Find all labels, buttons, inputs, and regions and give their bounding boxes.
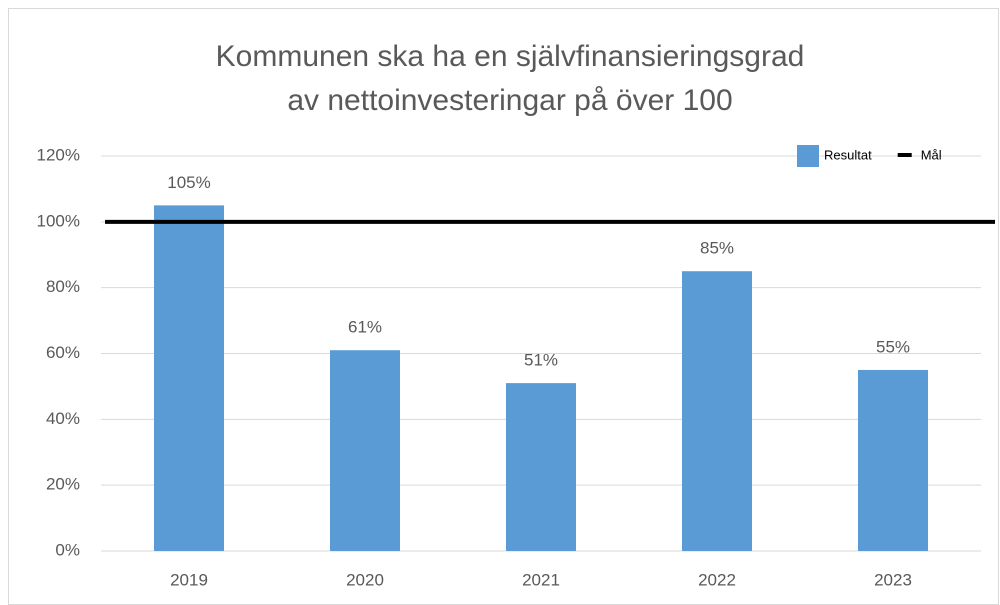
x-tick-label: 2019 <box>170 570 208 589</box>
y-tick-label: 20% <box>46 475 80 494</box>
y-tick-label: 80% <box>46 277 80 296</box>
x-tick-label: 2022 <box>698 570 736 589</box>
y-tick-label: 100% <box>37 211 80 230</box>
data-label: 51% <box>524 351 558 370</box>
legend-label: Resultat <box>824 147 872 162</box>
bar <box>682 271 752 551</box>
chart-title: Kommunen ska ha en självfinansieringsgra… <box>216 40 805 73</box>
x-tick-label: 2023 <box>874 570 912 589</box>
x-tick-label: 2020 <box>346 570 384 589</box>
x-tick-label: 2021 <box>522 570 560 589</box>
y-tick-label: 40% <box>46 409 80 428</box>
bar <box>858 369 928 551</box>
data-label: 55% <box>876 337 910 356</box>
y-tick-label: 120% <box>37 145 80 164</box>
data-label: 61% <box>348 318 382 337</box>
bar <box>330 350 400 551</box>
data-label: 105% <box>167 173 210 192</box>
legend-label: Mål <box>921 147 942 162</box>
y-tick-label: 0% <box>55 540 80 559</box>
data-label: 85% <box>700 239 734 258</box>
legend-swatch <box>797 145 819 167</box>
bar <box>154 205 224 551</box>
y-tick-label: 60% <box>46 343 80 362</box>
bar <box>506 383 576 551</box>
chart-title: av nettoinvesteringar på över 100 <box>287 84 732 117</box>
